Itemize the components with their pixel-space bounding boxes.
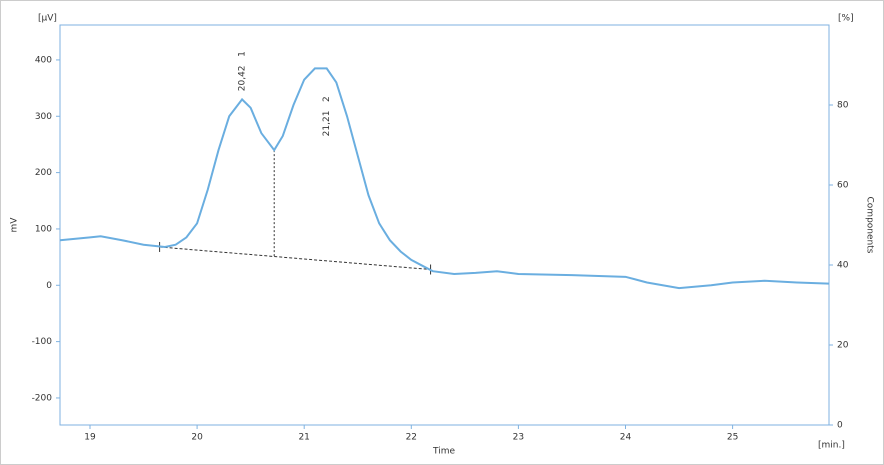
- signal-line: [59, 67, 830, 290]
- x-tick-label: 23: [513, 433, 524, 443]
- baseline: [159, 246, 431, 271]
- y2-tick-label: 0: [837, 421, 843, 431]
- peak-label: 21,21 2: [322, 96, 332, 136]
- x-tick-label: 19: [84, 433, 96, 443]
- y-tick-label: 100: [35, 224, 52, 234]
- y-axis-label: mV: [10, 217, 20, 233]
- x-axis-label: Time: [432, 447, 455, 457]
- y-tick-label: 400: [35, 55, 52, 65]
- y2-tick-label: 60: [837, 181, 849, 191]
- x-tick-label: 24: [620, 433, 632, 443]
- y-tick-label: -100: [32, 337, 53, 347]
- y-tick-label: -200: [32, 393, 53, 403]
- y2-axis-label: Components: [865, 197, 875, 254]
- x-tick-label: 20: [191, 433, 203, 443]
- y2-tick-label: 80: [837, 101, 849, 111]
- x-tick-label: 21: [298, 433, 309, 443]
- y2-tick-label: 40: [837, 261, 849, 271]
- x-tick-label: 22: [406, 433, 417, 443]
- y2-unit: [%]: [838, 14, 854, 24]
- y2-tick-label: 20: [837, 341, 849, 351]
- x-tick-label: 25: [727, 433, 738, 443]
- peak-label: 20,42 1: [238, 51, 248, 91]
- y-unit: [µV]: [38, 14, 57, 24]
- plot-area: [59, 24, 830, 426]
- x-unit: [min.]: [818, 441, 845, 451]
- y-tick-label: 300: [35, 112, 52, 122]
- y-tick-label: 0: [46, 281, 52, 291]
- y-tick-label: 200: [35, 168, 52, 178]
